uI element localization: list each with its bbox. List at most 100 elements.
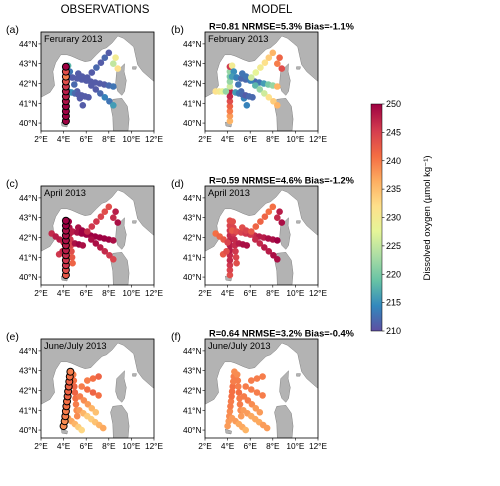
panel-label: (a)	[6, 24, 19, 36]
land-polygon	[132, 66, 137, 70]
panel-b: 2°E 4°E 6°E 8°E 10°E 12°E 40°N 41°N 42°N 43°N 44°N…	[171, 22, 355, 145]
panel-title: April 2013	[44, 188, 86, 198]
data-point	[231, 236, 238, 243]
y-tick-label: 43°N	[19, 213, 38, 223]
data-point	[265, 54, 273, 61]
data-point	[79, 102, 87, 109]
data-point	[252, 223, 260, 230]
data-point	[95, 373, 102, 380]
data-point	[112, 208, 119, 215]
data-point	[252, 82, 259, 89]
x-tick-label: 6°E	[243, 134, 257, 144]
y-tick-label: 41°N	[183, 98, 202, 108]
data-point	[243, 242, 251, 249]
x-tick-label: 2°E	[198, 441, 212, 451]
x-tick-label: 4°E	[221, 441, 235, 451]
data-point	[256, 240, 264, 247]
data-point	[249, 94, 256, 101]
data-point	[88, 82, 95, 89]
land-polygon	[204, 31, 319, 98]
data-point	[114, 219, 122, 226]
panel-a: 2°E 4°E 6°E 8°E 10°E 12°E 40°N 41°N 42°N 43°N 44°N…	[6, 24, 163, 144]
land-polygon	[225, 428, 232, 435]
data-point	[226, 271, 234, 279]
data-point	[269, 49, 277, 57]
land-polygon	[132, 220, 137, 224]
x-tick-label: 8°E	[266, 441, 280, 451]
data-point	[69, 259, 76, 267]
data-point	[242, 73, 250, 80]
data-point	[227, 398, 235, 405]
data-point	[253, 389, 261, 396]
colorbar-tick-label: 220	[386, 269, 401, 279]
data-point	[252, 236, 259, 243]
data-point	[243, 102, 251, 109]
y-tick-label: 42°N	[183, 385, 202, 395]
panel-frame	[40, 31, 155, 132]
data-point	[259, 392, 266, 399]
data-point	[88, 69, 96, 76]
data-point	[226, 261, 234, 269]
data-point	[101, 208, 109, 215]
panel-title: June/July 2013	[44, 341, 107, 351]
panel-label: (c)	[6, 178, 18, 190]
panel-stats: R=0.81 NRMSE=5.3% Bias=-1.1%	[209, 22, 355, 32]
panel-stats: R=0.64 NRMSE=3.2% Bias=-0.4%	[209, 329, 355, 339]
panel-label: (d)	[171, 178, 184, 190]
colorbar-tick-label: 235	[386, 184, 401, 194]
panel-label: (b)	[171, 24, 184, 36]
data-point	[228, 388, 236, 395]
data-point	[256, 409, 264, 416]
data-point	[72, 401, 80, 408]
data-point	[88, 405, 96, 412]
colorbar-tick-label: 240	[386, 156, 401, 166]
data-point	[233, 371, 241, 378]
data-point	[253, 375, 261, 382]
x-tick-label: 10°E	[122, 288, 141, 298]
panel-title: February 2013	[208, 34, 268, 44]
colorbar: 210 215 220 225 230 235 240 245 250 Dissolved ox…	[370, 99, 433, 336]
y-tick-label: 42°N	[183, 232, 202, 242]
data-point	[248, 386, 255, 393]
data-point	[232, 248, 239, 255]
data-point	[89, 375, 97, 382]
panel-frame	[40, 185, 155, 286]
x-tick-label: 2°E	[198, 288, 212, 298]
data-point	[252, 405, 260, 412]
data-point	[101, 54, 109, 61]
data-point	[232, 253, 240, 261]
data-point	[274, 60, 281, 67]
data-point	[85, 94, 92, 101]
land-polygon	[296, 66, 301, 70]
land-polygon	[296, 373, 301, 377]
data-point	[257, 218, 264, 225]
column-title-observations: OBSERVATIONS	[61, 4, 150, 16]
data-point	[84, 228, 91, 235]
y-tick-label: 43°N	[183, 213, 202, 223]
x-tick-label: 4°E	[57, 441, 71, 451]
x-tick-label: 10°E	[286, 134, 305, 144]
data-point	[252, 69, 260, 76]
data-point	[71, 389, 79, 396]
x-tick-label: 2°E	[198, 134, 212, 144]
data-point	[78, 426, 85, 434]
y-tick-label: 40°N	[19, 118, 38, 128]
x-tick-label: 12°E	[309, 441, 328, 451]
data-point	[110, 60, 117, 67]
data-point	[110, 214, 117, 221]
data-point	[278, 219, 286, 226]
x-tick-label: 2°E	[34, 288, 48, 298]
data-point	[93, 218, 100, 225]
x-tick-label: 6°E	[79, 441, 93, 451]
panel-c: 2°E 4°E 6°E 8°E 10°E 12°E 40°N 41°N 42°N 43°N 44°N…	[6, 178, 163, 298]
data-point	[222, 88, 230, 95]
x-tick-label: 8°E	[266, 134, 280, 144]
data-point	[227, 403, 234, 410]
y-tick-label: 40°N	[183, 272, 202, 282]
data-point	[274, 102, 281, 109]
data-point	[269, 203, 277, 211]
panel-frame	[40, 338, 155, 439]
data-point	[274, 83, 281, 90]
data-point	[226, 257, 234, 264]
data-point	[78, 383, 85, 390]
